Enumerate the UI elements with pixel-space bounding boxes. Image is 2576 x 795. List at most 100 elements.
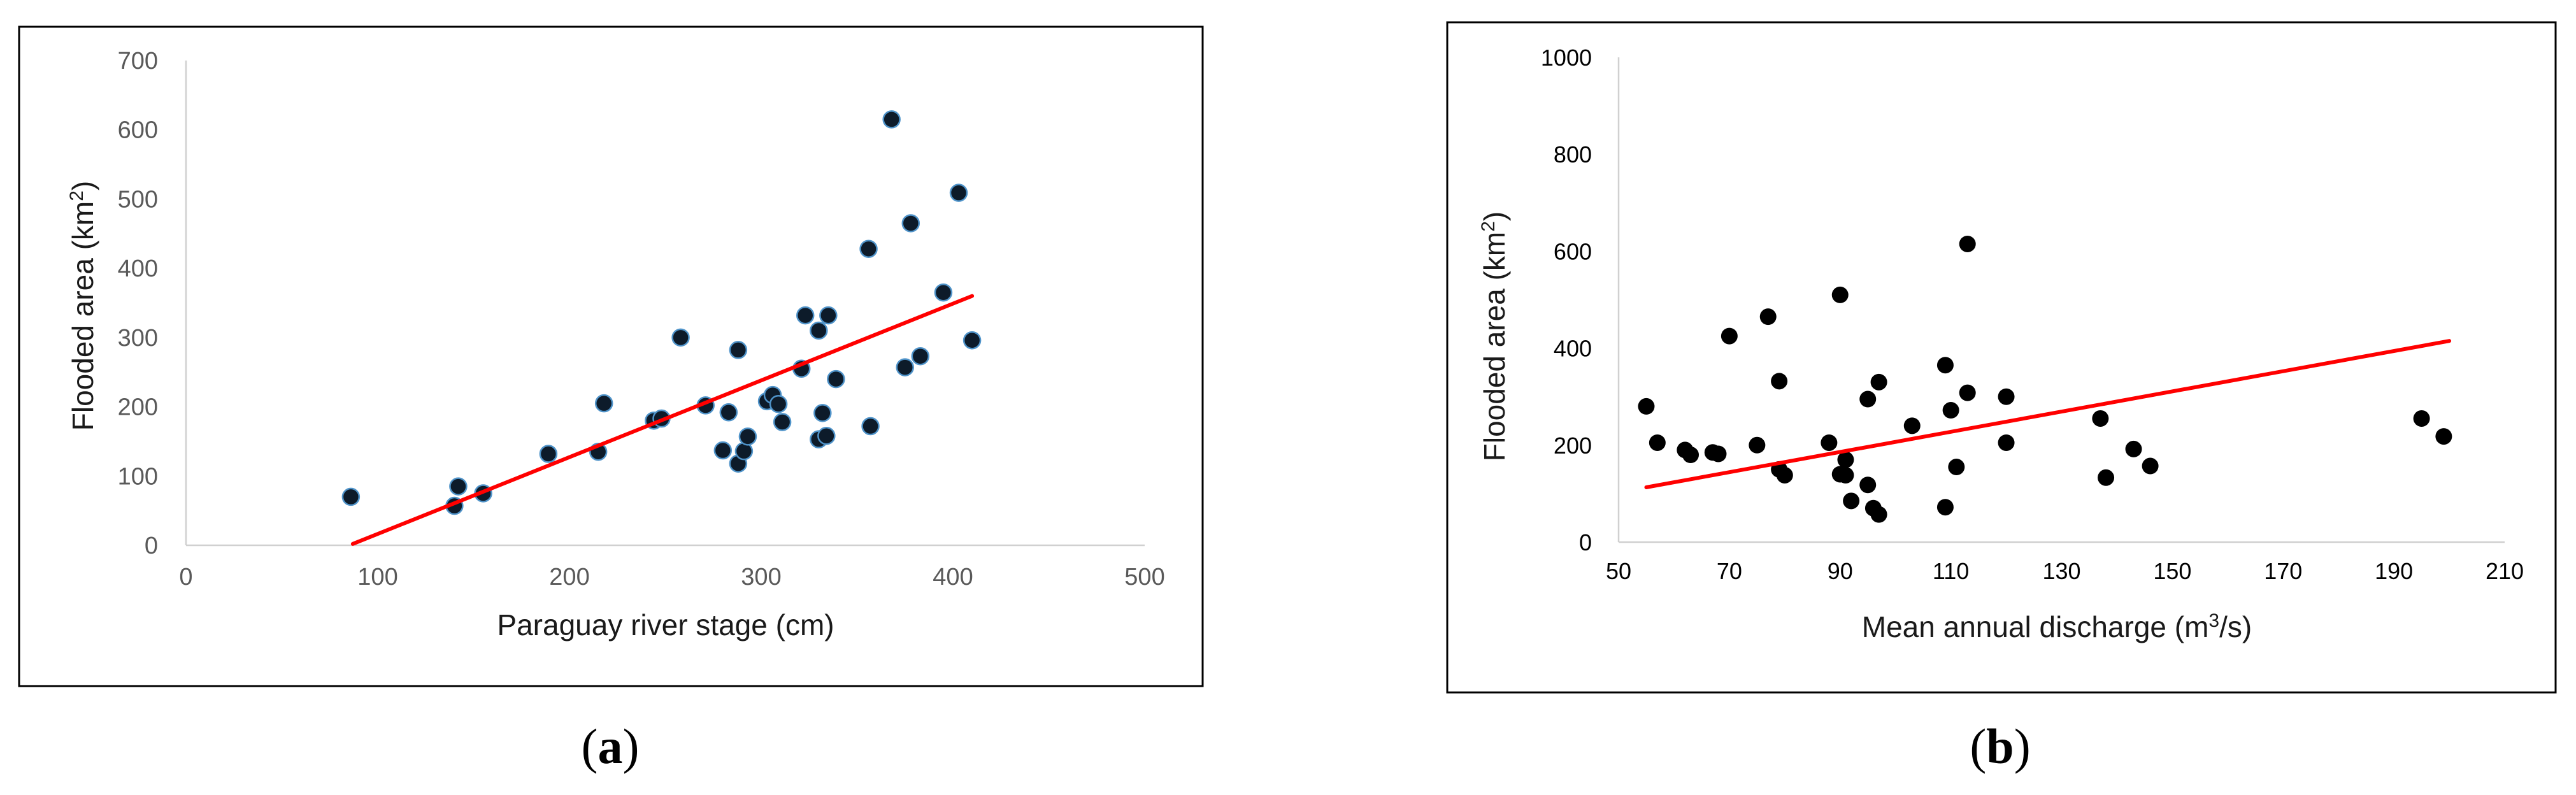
b-data-point	[1959, 384, 1976, 401]
a-data-point	[901, 214, 920, 233]
panel-a-frame	[18, 25, 1204, 687]
panel-b-x-axis-title-sup: 3	[2208, 610, 2219, 631]
panel-a-y-axis-title: Flooded area (km2)	[66, 181, 100, 431]
a-data-point	[896, 358, 914, 376]
panel-b-y-axis-title-sup: 2	[1478, 221, 1499, 232]
b-x-tick-label: 210	[2486, 558, 2524, 584]
a-y-tick-label: 0	[145, 533, 158, 559]
b-data-point	[1776, 466, 1793, 483]
a-y-tick-label: 300	[118, 325, 158, 352]
panel-a-y-axis-title-sup: 2	[66, 190, 87, 201]
a-data-point	[729, 341, 748, 359]
a-x-tick-label: 200	[549, 564, 589, 591]
panel-b-y-axis-title-main: Flooded area (km	[1478, 232, 1511, 462]
b-data-point	[1998, 388, 2015, 405]
b-data-point	[1682, 447, 1699, 464]
b-data-point	[2092, 410, 2109, 427]
a-y-tick-label: 200	[118, 394, 158, 421]
panel-b: 50 70 90 110 130 150 170 190 210 0 200 400 600 800 100…	[1446, 21, 2557, 774]
a-y-tick-label: 700	[118, 48, 158, 75]
b-data-point	[1638, 398, 1655, 415]
panel-b-caption-letter: b	[1986, 719, 2014, 774]
a-data-point	[713, 441, 733, 460]
b-data-point	[2413, 410, 2430, 427]
b-data-point	[1710, 445, 1727, 462]
b-x-tick-label: 150	[2153, 558, 2191, 584]
b-data-point	[1942, 402, 1959, 419]
b-y-tick-label: 800	[1554, 141, 1592, 168]
panel-a: 0 100 200 300 400 500 0 100 200 300 400 500 600 700 P…	[18, 25, 1204, 774]
a-x-tick-label: 100	[357, 564, 397, 591]
b-y-tick-label: 200	[1554, 433, 1592, 459]
b-x-tick-label: 170	[2264, 558, 2302, 584]
panel-a-points	[341, 110, 982, 515]
a-y-tick-label: 500	[118, 186, 158, 213]
b-x-tick-label: 50	[1606, 558, 1631, 584]
b-y-tick-label: 400	[1554, 336, 1592, 362]
a-x-tick-label: 500	[1124, 564, 1164, 591]
a-data-point	[594, 394, 613, 413]
b-data-point	[1837, 466, 1854, 483]
b-data-point	[1948, 459, 1965, 476]
a-data-point	[341, 487, 361, 506]
b-data-point	[2125, 440, 2142, 457]
a-data-point	[827, 369, 845, 389]
a-y-tick-label: 400	[118, 255, 158, 282]
panel-b-x-axis-title-end: /s)	[2219, 610, 2252, 643]
panel-a-y-axis-title-main: Flooded area (km	[66, 201, 99, 431]
b-y-tick-label: 1000	[1541, 45, 1592, 71]
a-x-tick-label: 0	[179, 564, 192, 591]
panel-b-x-axis-title-main: Mean annual discharge (m	[1862, 610, 2209, 643]
a-data-point	[773, 413, 792, 431]
panel-a-tick-labels: 0 100 200 300 400 500 0 100 200 300 400 500 600 700	[118, 48, 1165, 591]
b-x-tick-label: 110	[1933, 558, 1969, 584]
panel-b-trend	[1644, 339, 2452, 490]
a-data-point	[859, 240, 878, 258]
a-data-point	[449, 477, 468, 496]
b-data-point	[1771, 373, 1788, 390]
a-data-point	[813, 404, 832, 422]
b-data-point	[1870, 373, 1887, 390]
b-data-point	[1936, 499, 1954, 516]
b-y-tick-label: 0	[1579, 529, 1592, 555]
a-data-point	[934, 283, 953, 302]
panel-a-trend	[350, 294, 975, 546]
b-x-tick-label: 190	[2375, 558, 2413, 584]
b-data-point	[1759, 308, 1777, 326]
a-x-tick-label: 400	[933, 564, 973, 591]
panel-a-x-axis-title: Paraguay river stage (cm)	[497, 608, 834, 641]
b-data-point	[1649, 434, 1666, 451]
b-x-tick-label: 70	[1717, 558, 1742, 584]
b-data-point	[2098, 469, 2115, 486]
b-data-point	[1837, 451, 1854, 468]
a-data-point	[817, 426, 836, 445]
a-data-point	[819, 306, 838, 325]
panel-a-caption: (a)	[582, 719, 640, 774]
panel-b-caption: (b)	[1970, 719, 2030, 774]
panel-b-points	[1638, 235, 2452, 523]
a-data-point	[861, 417, 880, 436]
a-data-point	[719, 403, 738, 422]
b-data-point	[1831, 286, 1849, 303]
a-data-point	[962, 331, 982, 350]
a-y-tick-label: 600	[118, 117, 158, 144]
b-trend-line	[1644, 339, 2452, 490]
panel-b-tick-labels: 50 70 90 110 130 150 170 190 210 0 200 400 600 800 100…	[1541, 45, 2524, 584]
a-data-point	[810, 321, 828, 340]
panel-a-axes	[185, 61, 1145, 547]
a-x-tick-label: 300	[741, 564, 781, 591]
a-data-point	[769, 394, 788, 413]
b-data-point	[1821, 434, 1838, 451]
b-data-point	[2435, 428, 2452, 445]
a-data-point	[539, 445, 558, 463]
a-data-point	[882, 110, 901, 129]
a-data-point	[911, 347, 930, 366]
panel-a-caption-letter: a	[598, 719, 623, 774]
b-data-point	[1936, 357, 1954, 374]
panel-b-frame	[1446, 21, 2557, 694]
panel-b-axes	[1617, 57, 2505, 543]
b-data-point	[1959, 235, 1976, 252]
b-data-point	[1903, 417, 1921, 434]
b-data-point	[1859, 390, 1877, 408]
